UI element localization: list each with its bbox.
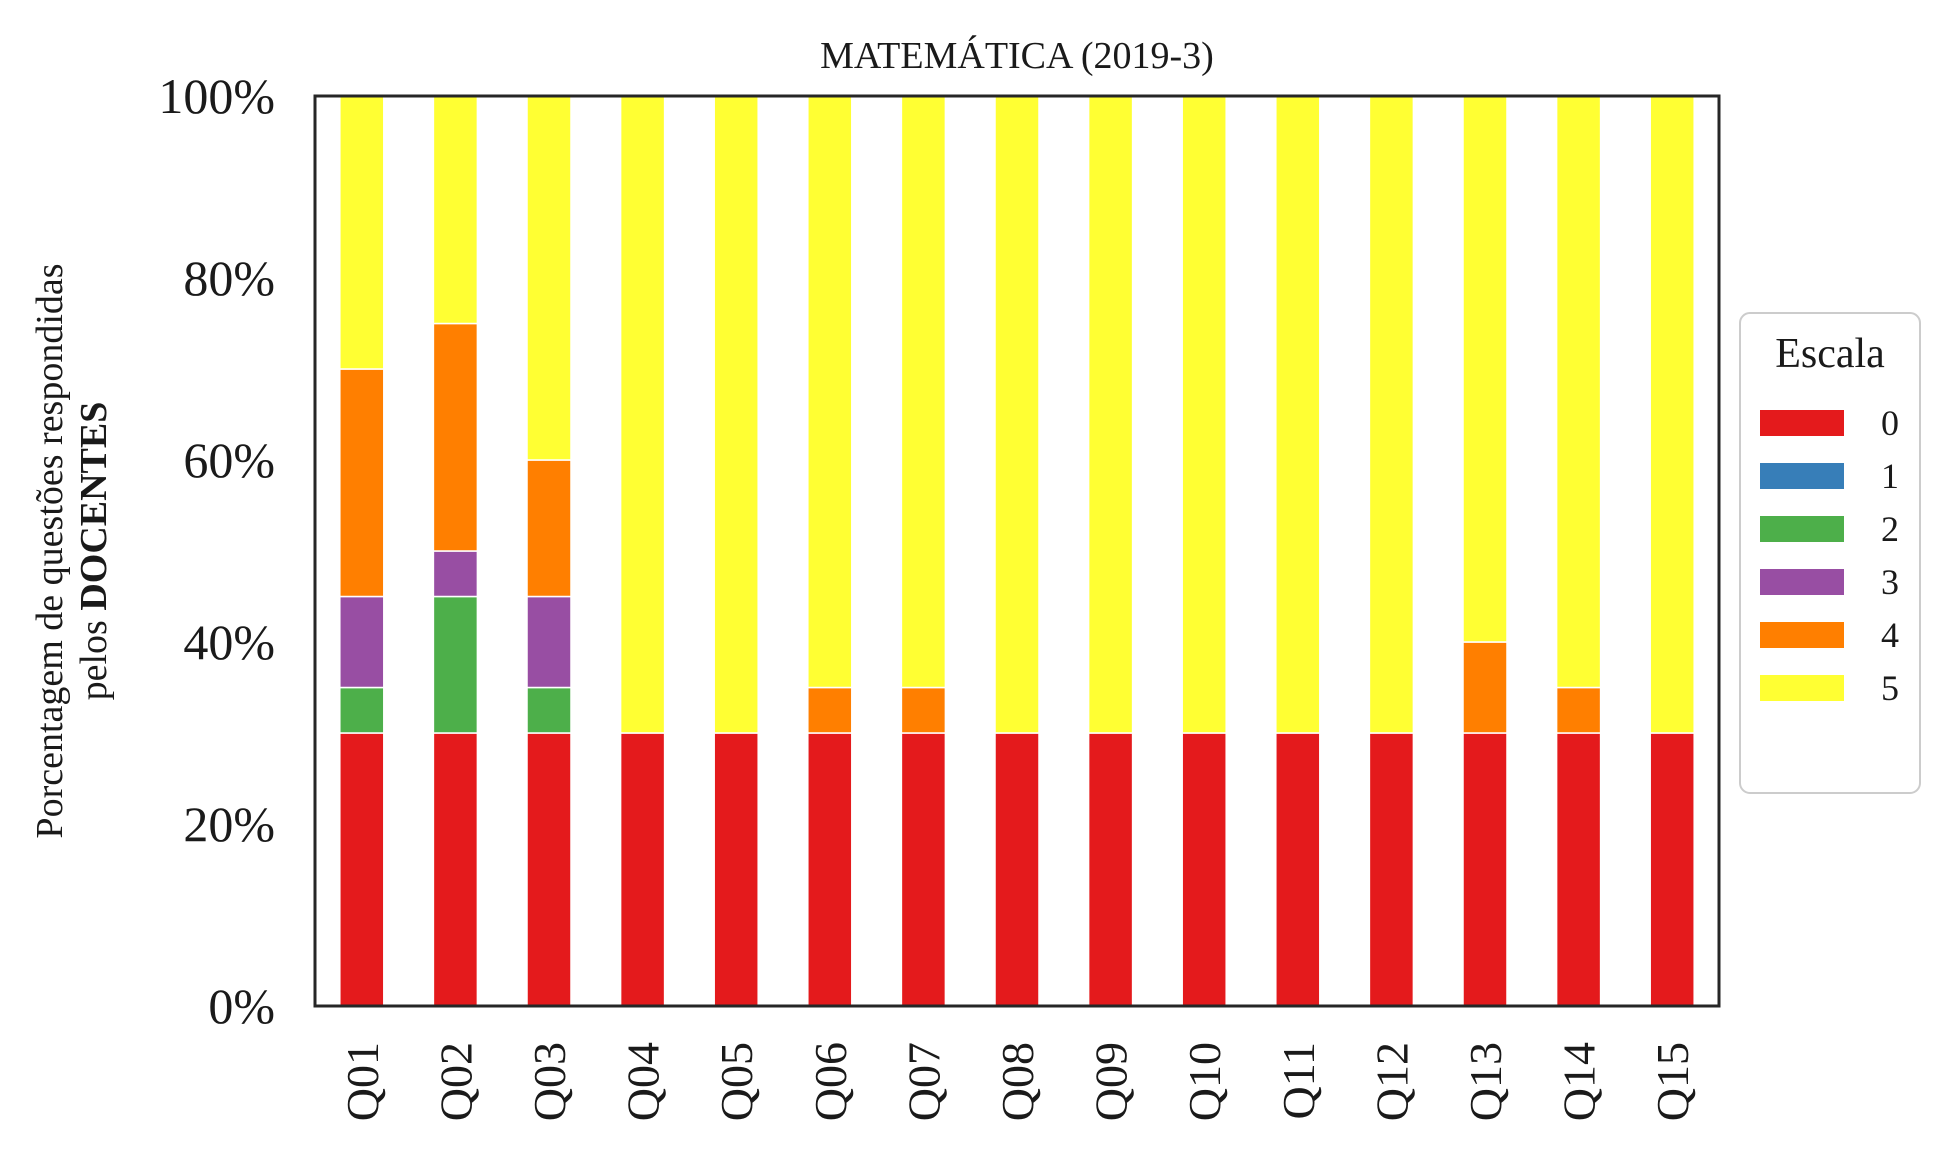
bar-segment-q13-scale-4 — [1462, 641, 1508, 734]
bar-segment-q03-scale-5 — [526, 95, 572, 461]
bars-group — [339, 95, 1695, 1007]
legend-swatch-2 — [1760, 516, 1844, 542]
plot-frame — [313, 94, 1721, 1008]
bar-segment-q14-scale-0 — [1555, 732, 1602, 1007]
legend-label-2: 2 — [1881, 509, 1899, 549]
x-tick-label: Q01 — [337, 1042, 388, 1121]
bar-segment-q14-scale-5 — [1555, 95, 1602, 689]
x-tick-label: Q14 — [1554, 1042, 1605, 1121]
legend-title: Escala — [1775, 331, 1885, 377]
x-tick-label: Q13 — [1460, 1042, 1511, 1121]
x-tick-label: Q11 — [1273, 1042, 1324, 1120]
legend-label-4: 4 — [1881, 615, 1899, 655]
legend-swatch-4 — [1760, 622, 1844, 648]
y-axis-label-prefix: pelos — [73, 611, 115, 701]
bar-segment-q15-scale-0 — [1649, 732, 1695, 1007]
x-tick-label: Q08 — [992, 1042, 1043, 1121]
bar-segment-q02-scale-4 — [432, 322, 479, 552]
x-tick-label: Q02 — [430, 1042, 481, 1121]
legend-swatch-5 — [1760, 675, 1844, 701]
bar-segment-q02-scale-0 — [432, 732, 479, 1007]
bar-segment-q03-scale-4 — [526, 459, 572, 598]
bar-segment-q10-scale-0 — [1181, 732, 1227, 1007]
x-tick-label: Q04 — [618, 1042, 669, 1121]
x-tick-label: Q10 — [1179, 1042, 1230, 1121]
y-tick-label: 60% — [183, 432, 275, 488]
x-tick-label: Q05 — [711, 1042, 762, 1121]
x-tick-label: Q07 — [898, 1042, 949, 1121]
bar-segment-q10-scale-5 — [1181, 95, 1227, 734]
bar-segment-q04-scale-0 — [619, 732, 666, 1007]
bar-segment-q07-scale-5 — [900, 95, 947, 689]
bar-segment-q07-scale-0 — [900, 732, 947, 1007]
x-tick-label: Q12 — [1366, 1042, 1417, 1121]
bar-segment-q02-scale-2 — [432, 595, 479, 734]
bar-segment-q06-scale-5 — [807, 95, 853, 689]
bar-segment-q03-scale-0 — [526, 732, 572, 1007]
x-tick-label: Q09 — [1086, 1042, 1137, 1121]
y-axis-label-line1: Porcentagem de questões respondidas — [29, 263, 71, 838]
legend-box — [1739, 312, 1921, 794]
y-tick-label: 20% — [183, 796, 275, 852]
bar-segment-q14-scale-4 — [1555, 686, 1602, 734]
bar-segment-q09-scale-0 — [1087, 732, 1134, 1007]
bar-segment-q08-scale-0 — [994, 732, 1040, 1007]
x-tick-label: Q06 — [805, 1042, 856, 1121]
bar-segment-q07-scale-4 — [900, 686, 947, 734]
y-axis-label: Porcentagem de questões respondidas pelo… — [29, 263, 115, 838]
bar-segment-q04-scale-5 — [619, 95, 666, 734]
bar-segment-q13-scale-0 — [1462, 732, 1508, 1007]
bar-segment-q15-scale-5 — [1649, 95, 1695, 734]
y-tick-label: 0% — [208, 978, 275, 1034]
y-axis-label-line2: pelos DOCENTES — [73, 402, 115, 701]
legend-label-3: 3 — [1881, 562, 1899, 602]
legend-swatch-3 — [1760, 569, 1844, 595]
x-tick-labels: Q01 Q02 Q03 Q04 Q05 Q06 Q07 Q08 Q09 Q10 Q11 Q12 Q13 Q… — [337, 1042, 1698, 1121]
y-tick-label: 40% — [183, 614, 275, 670]
bar-segment-q01-scale-5 — [339, 95, 385, 370]
legend-label-1: 1 — [1881, 456, 1899, 496]
bar-segment-q05-scale-5 — [713, 95, 759, 734]
legend-swatch-1 — [1760, 463, 1844, 489]
bar-segment-q05-scale-0 — [713, 732, 759, 1007]
legend-label-0: 0 — [1881, 403, 1899, 443]
bar-segment-q01-scale-3 — [339, 595, 385, 689]
legend: Escala 0 1 2 3 4 5 — [1739, 312, 1921, 794]
bar-segment-q12-scale-0 — [1368, 732, 1415, 1007]
bar-segment-q06-scale-4 — [807, 686, 853, 734]
bar-segment-q02-scale-5 — [432, 95, 479, 325]
legend-items: 0 1 2 3 4 5 — [1760, 403, 1899, 708]
bar-segment-q03-scale-3 — [526, 595, 572, 689]
y-tick-label: 80% — [183, 250, 275, 306]
bar-segment-q01-scale-2 — [339, 686, 385, 734]
bar-segment-q01-scale-0 — [339, 732, 385, 1007]
bar-segment-q08-scale-5 — [994, 95, 1040, 734]
bar-segment-q03-scale-2 — [526, 686, 572, 734]
chart-title: MATEMÁTICA (2019-3) — [820, 35, 1214, 77]
bar-segment-q09-scale-5 — [1087, 95, 1134, 734]
legend-swatch-0 — [1760, 410, 1844, 436]
bar-segment-q11-scale-5 — [1275, 95, 1321, 734]
bar-segment-q11-scale-0 — [1275, 732, 1321, 1007]
bar-segment-q13-scale-5 — [1462, 95, 1508, 643]
bar-segment-q01-scale-4 — [339, 368, 385, 598]
y-axis-label-bold: DOCENTES — [73, 402, 115, 611]
bar-segment-q06-scale-0 — [807, 732, 853, 1007]
bar-segment-q12-scale-5 — [1368, 95, 1415, 734]
legend-label-5: 5 — [1881, 668, 1899, 708]
bar-segment-q02-scale-3 — [432, 550, 479, 598]
y-tick-labels: 0% 20% 40% 60% 80% 100% — [158, 68, 275, 1034]
x-tick-label: Q15 — [1647, 1042, 1698, 1121]
x-tick-label: Q03 — [524, 1042, 575, 1121]
y-tick-label: 100% — [158, 68, 275, 124]
